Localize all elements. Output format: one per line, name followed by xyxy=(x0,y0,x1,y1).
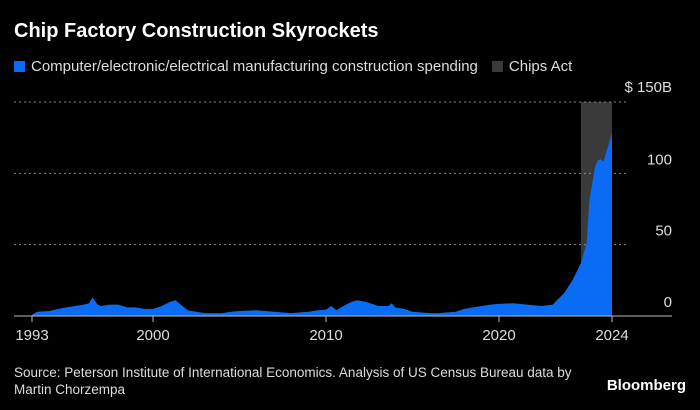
y-tick-label: 0 xyxy=(664,294,672,311)
legend-swatch xyxy=(14,61,25,72)
legend-label: Computer/electronic/electrical manufactu… xyxy=(31,58,478,75)
legend: Computer/electronic/electrical manufactu… xyxy=(14,58,586,75)
legend-swatch xyxy=(491,61,503,72)
legend-item-chips-act: Chips Act xyxy=(491,58,573,75)
y-tick-label: 50 xyxy=(655,223,672,240)
x-tick-label: 2010 xyxy=(309,327,342,344)
x-tick-label: 2020 xyxy=(482,327,515,344)
series-area xyxy=(32,132,612,316)
source-note: Source: Peterson Institute of Internatio… xyxy=(14,365,572,397)
legend-label: Chips Act xyxy=(508,58,573,75)
x-tick-label: 2024 xyxy=(595,327,628,344)
y-tick-label: 100 xyxy=(647,151,672,168)
x-tick-label: 1993 xyxy=(15,327,48,344)
bloomberg-logo: Bloomberg xyxy=(606,377,686,394)
chart-title: Chip Factory Construction Skyrockets xyxy=(14,20,379,42)
legend-item-spending: Computer/electronic/electrical manufactu… xyxy=(14,58,478,75)
y-tick-label: $ 150B xyxy=(624,79,672,96)
x-tick-label: 2000 xyxy=(136,327,169,344)
